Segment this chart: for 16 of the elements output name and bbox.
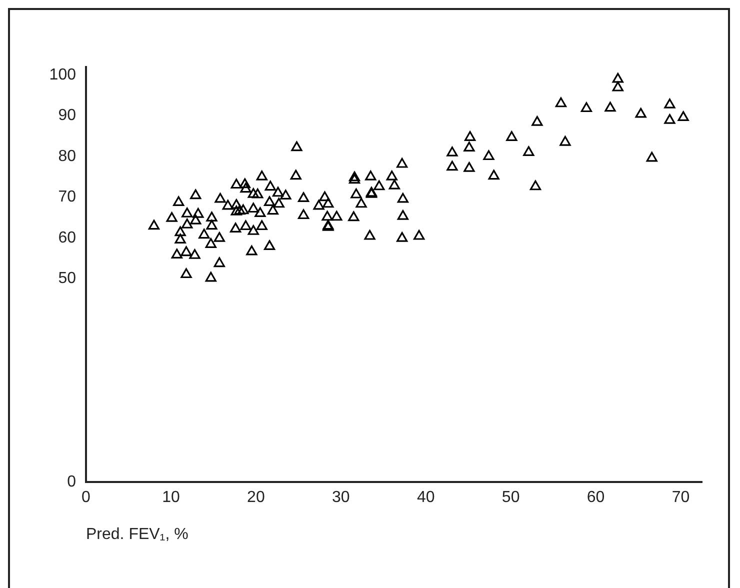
x-tick-label: 40 — [416, 489, 435, 506]
x-tick-label: 30 — [332, 489, 350, 506]
y-tick-label: 80 — [58, 148, 76, 165]
y-tick-label: 50 — [58, 270, 76, 287]
y-tick-label: 90 — [58, 107, 76, 124]
x-tick-label: 50 — [502, 489, 520, 506]
y-tick-label: 100 — [49, 66, 76, 84]
y-tick-label: 0 — [67, 473, 76, 490]
x-tick-label: 20 — [247, 489, 265, 506]
x-tick-label: 0 — [82, 489, 91, 506]
y-tick-label: 70 — [58, 188, 76, 206]
x-tick-label: 60 — [586, 489, 605, 506]
x-tick-label: 10 — [162, 489, 180, 506]
x-axis-title: Pred. FEV₁, % — [86, 526, 188, 543]
x-tick-label: 70 — [672, 489, 690, 506]
y-tick-label: 60 — [58, 229, 76, 246]
